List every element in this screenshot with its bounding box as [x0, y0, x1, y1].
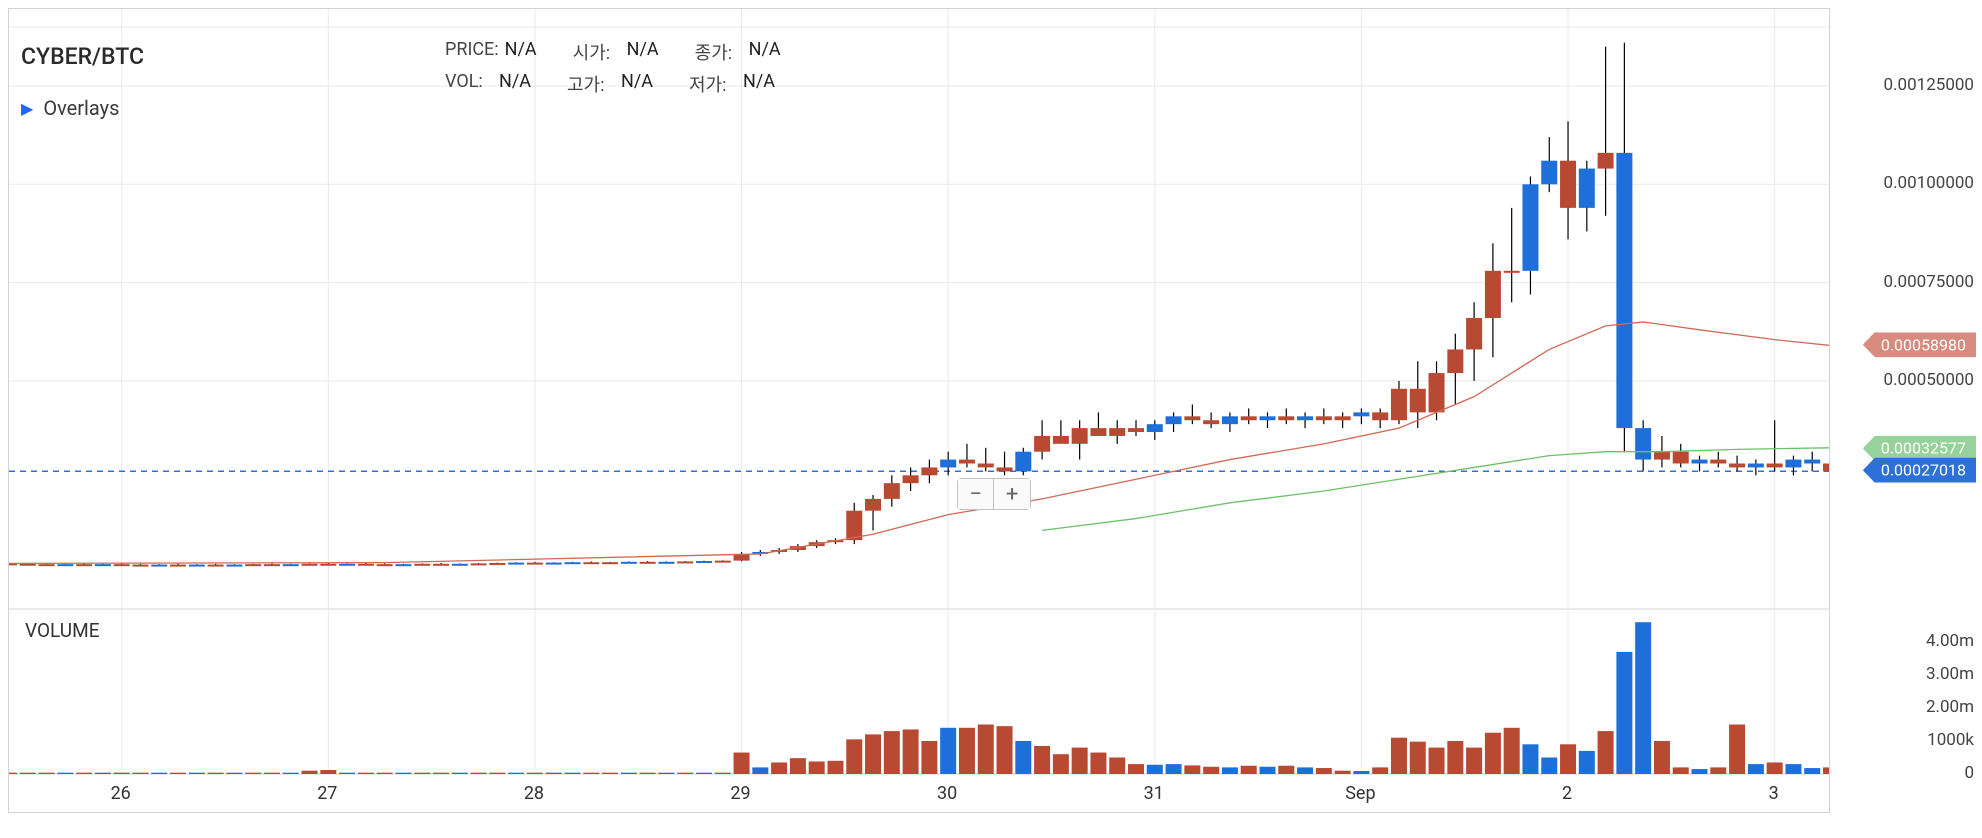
low-label: 저가:	[689, 71, 737, 97]
info-block: PRICE:N/A 시가:N/A 종가:N/A VOL:N/A 고가:N/A 저…	[445, 39, 789, 103]
high-label: 고가:	[567, 71, 615, 97]
price-value: N/A	[505, 39, 545, 65]
price-tag: 0.00027018	[1863, 458, 1976, 483]
x-tick-label: 29	[730, 783, 750, 804]
open-label: 시가:	[573, 39, 621, 65]
vol-tick-label: 0	[1964, 763, 1974, 783]
vol-tick-label: 3.00m	[1926, 664, 1974, 684]
vol-label: VOL:	[445, 71, 493, 97]
vol-tick-label: 4.00m	[1926, 631, 1974, 651]
x-tick-label: 30	[937, 783, 957, 804]
open-value: N/A	[627, 39, 667, 65]
chart-header: CYBER/BTC ▶ Overlays	[21, 43, 144, 120]
x-tick-label: 26	[111, 783, 131, 804]
close-value: N/A	[749, 39, 789, 65]
low-value: N/A	[743, 71, 783, 97]
price-tag: 0.00058980	[1863, 332, 1976, 357]
x-tick-label: Sep	[1345, 783, 1375, 804]
y-axis: 0.00125000 0.00100000 0.00075000 0.00050000…	[1832, 8, 1982, 813]
x-tick-label: 2	[1562, 783, 1572, 804]
price-tick-label: 0.00050000	[1884, 370, 1974, 390]
price-tick-label: 0.00100000	[1884, 173, 1974, 193]
zoom-in-button[interactable]: +	[994, 479, 1030, 509]
zoom-controls: − +	[957, 478, 1031, 510]
price-tag: 0.00032577	[1863, 436, 1976, 461]
x-tick-label: 28	[524, 783, 544, 804]
vol-value: N/A	[499, 71, 539, 97]
overlays-label: Overlays	[43, 96, 119, 120]
chart-container: CYBER/BTC ▶ Overlays PRICE:N/A 시가:N/A 종가…	[8, 8, 1830, 813]
vol-tick-label: 2.00m	[1926, 697, 1974, 717]
x-tick-label: 31	[1144, 783, 1164, 804]
high-value: N/A	[621, 71, 661, 97]
pair-label: CYBER/BTC	[21, 43, 144, 70]
vol-tick-label: 1000k	[1927, 730, 1974, 750]
overlays-toggle[interactable]: ▶ Overlays	[21, 96, 144, 120]
zoom-out-button[interactable]: −	[958, 479, 994, 509]
x-tick-label: 3	[1769, 783, 1779, 804]
price-label: PRICE:	[445, 39, 499, 65]
close-label: 종가:	[695, 39, 743, 65]
x-tick-label: 27	[317, 783, 337, 804]
price-tick-label: 0.00125000	[1884, 75, 1974, 95]
volume-label: VOLUME	[25, 619, 100, 642]
play-icon: ▶	[21, 99, 33, 118]
price-tick-label: 0.00075000	[1884, 272, 1974, 292]
chart-svg	[9, 9, 1829, 812]
